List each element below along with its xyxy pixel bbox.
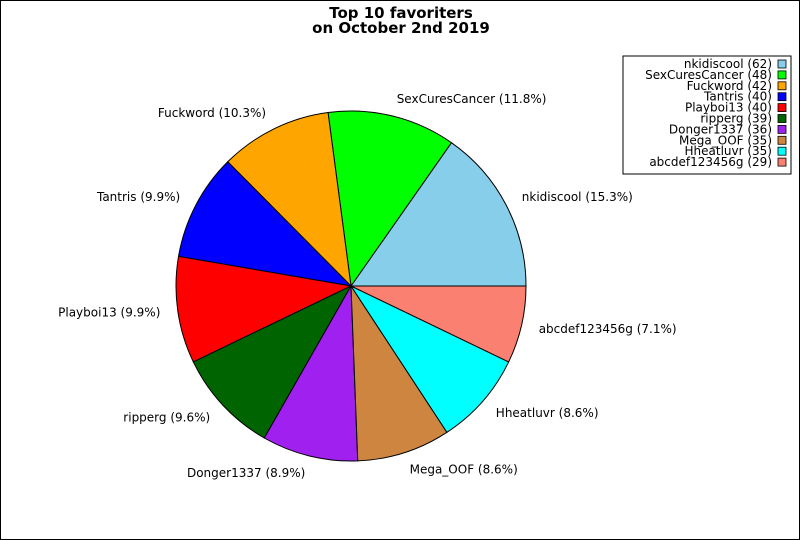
legend-label-ripperg: ripperg (39) (700, 112, 772, 126)
legend-label-tantris: Tantris (40) (703, 90, 772, 104)
pie-slice-ripperg (192, 284, 353, 439)
chart-title: Top 10 favoriters (329, 4, 473, 22)
pie-slice-fuckword (227, 111, 352, 288)
pie-slice-playboi13 (175, 255, 353, 363)
legend-box (622, 55, 792, 175)
legend-label-abcdef123456g: abcdef123456g (29) (649, 155, 772, 169)
pie-slice-sexcurescancer (327, 110, 453, 288)
pie-slices (175, 110, 527, 462)
slice-label-hheatluvr: Hheatluvr (8.6%) (496, 406, 599, 420)
pie-slice-hheatluvr (349, 284, 510, 434)
legend-swatch-donger1337 (777, 125, 787, 134)
pie-slice-donger1337 (263, 284, 359, 462)
legend-swatch-ripperg (777, 114, 787, 123)
slice-label-sexcurescancer: SexCuresCancer (11.8%) (397, 92, 547, 106)
legend-swatch-mega_oof (777, 135, 787, 145)
legend-label-mega_oof: Mega_OOF (35) (679, 133, 772, 147)
pie-slice-nkidiscool (350, 141, 527, 287)
slice-label-ripperg: ripperg (9.6%) (123, 410, 210, 424)
legend-swatch-abcdef123456g (777, 157, 787, 167)
legend-label-hheatluvr: Hheatluvr (35) (685, 144, 773, 158)
legend-label-sexcurescancer: SexCuresCancer (48) (645, 68, 772, 82)
legend-swatch-hheatluvr (777, 146, 787, 156)
legend-swatch-fuckword (777, 81, 787, 91)
pie-slice-tantris (177, 161, 353, 287)
pie-slice-mega_oof (350, 284, 448, 462)
slice-label-abcdef123456g: abcdef123456g (7.1%) (539, 322, 677, 336)
slice-label-donger1337: Donger1337 (8.9%) (187, 466, 305, 480)
legend-swatch-playboi13 (777, 103, 787, 112)
legend-label-nkidiscool: nkidiscool (62) (684, 57, 772, 71)
legend: nkidiscool (62)SexCuresCancer (48)Fuckwo… (622, 55, 792, 175)
slice-label-playboi13: Playboi13 (9.9%) (58, 306, 160, 320)
legend-label-donger1337: Donger1337 (36) (669, 122, 772, 136)
slice-label-fuckword: Fuckword (10.3%) (158, 106, 266, 120)
slice-label-nkidiscool: nkidiscool (15.3%) (522, 190, 633, 204)
pie-slice-abcdef123456g (350, 285, 527, 363)
slice-label-tantris: Tantris (9.9%) (96, 190, 180, 204)
legend-swatch-tantris (777, 92, 787, 102)
chart-subtitle: on October 2nd 2019 (312, 19, 490, 37)
legend-label-fuckword: Fuckword (42) (687, 79, 772, 93)
legend-label-playboi13: Playboi13 (40) (685, 101, 772, 115)
slice-labels: nkidiscool (15.3%) SexCuresCancer (11.8%)… (58, 92, 676, 480)
legend-swatch-sexcurescancer (777, 70, 787, 80)
legend-swatch-nkidiscool (777, 59, 787, 69)
slice-label-mega_oof: Mega_OOF (8.6%) (410, 462, 518, 476)
